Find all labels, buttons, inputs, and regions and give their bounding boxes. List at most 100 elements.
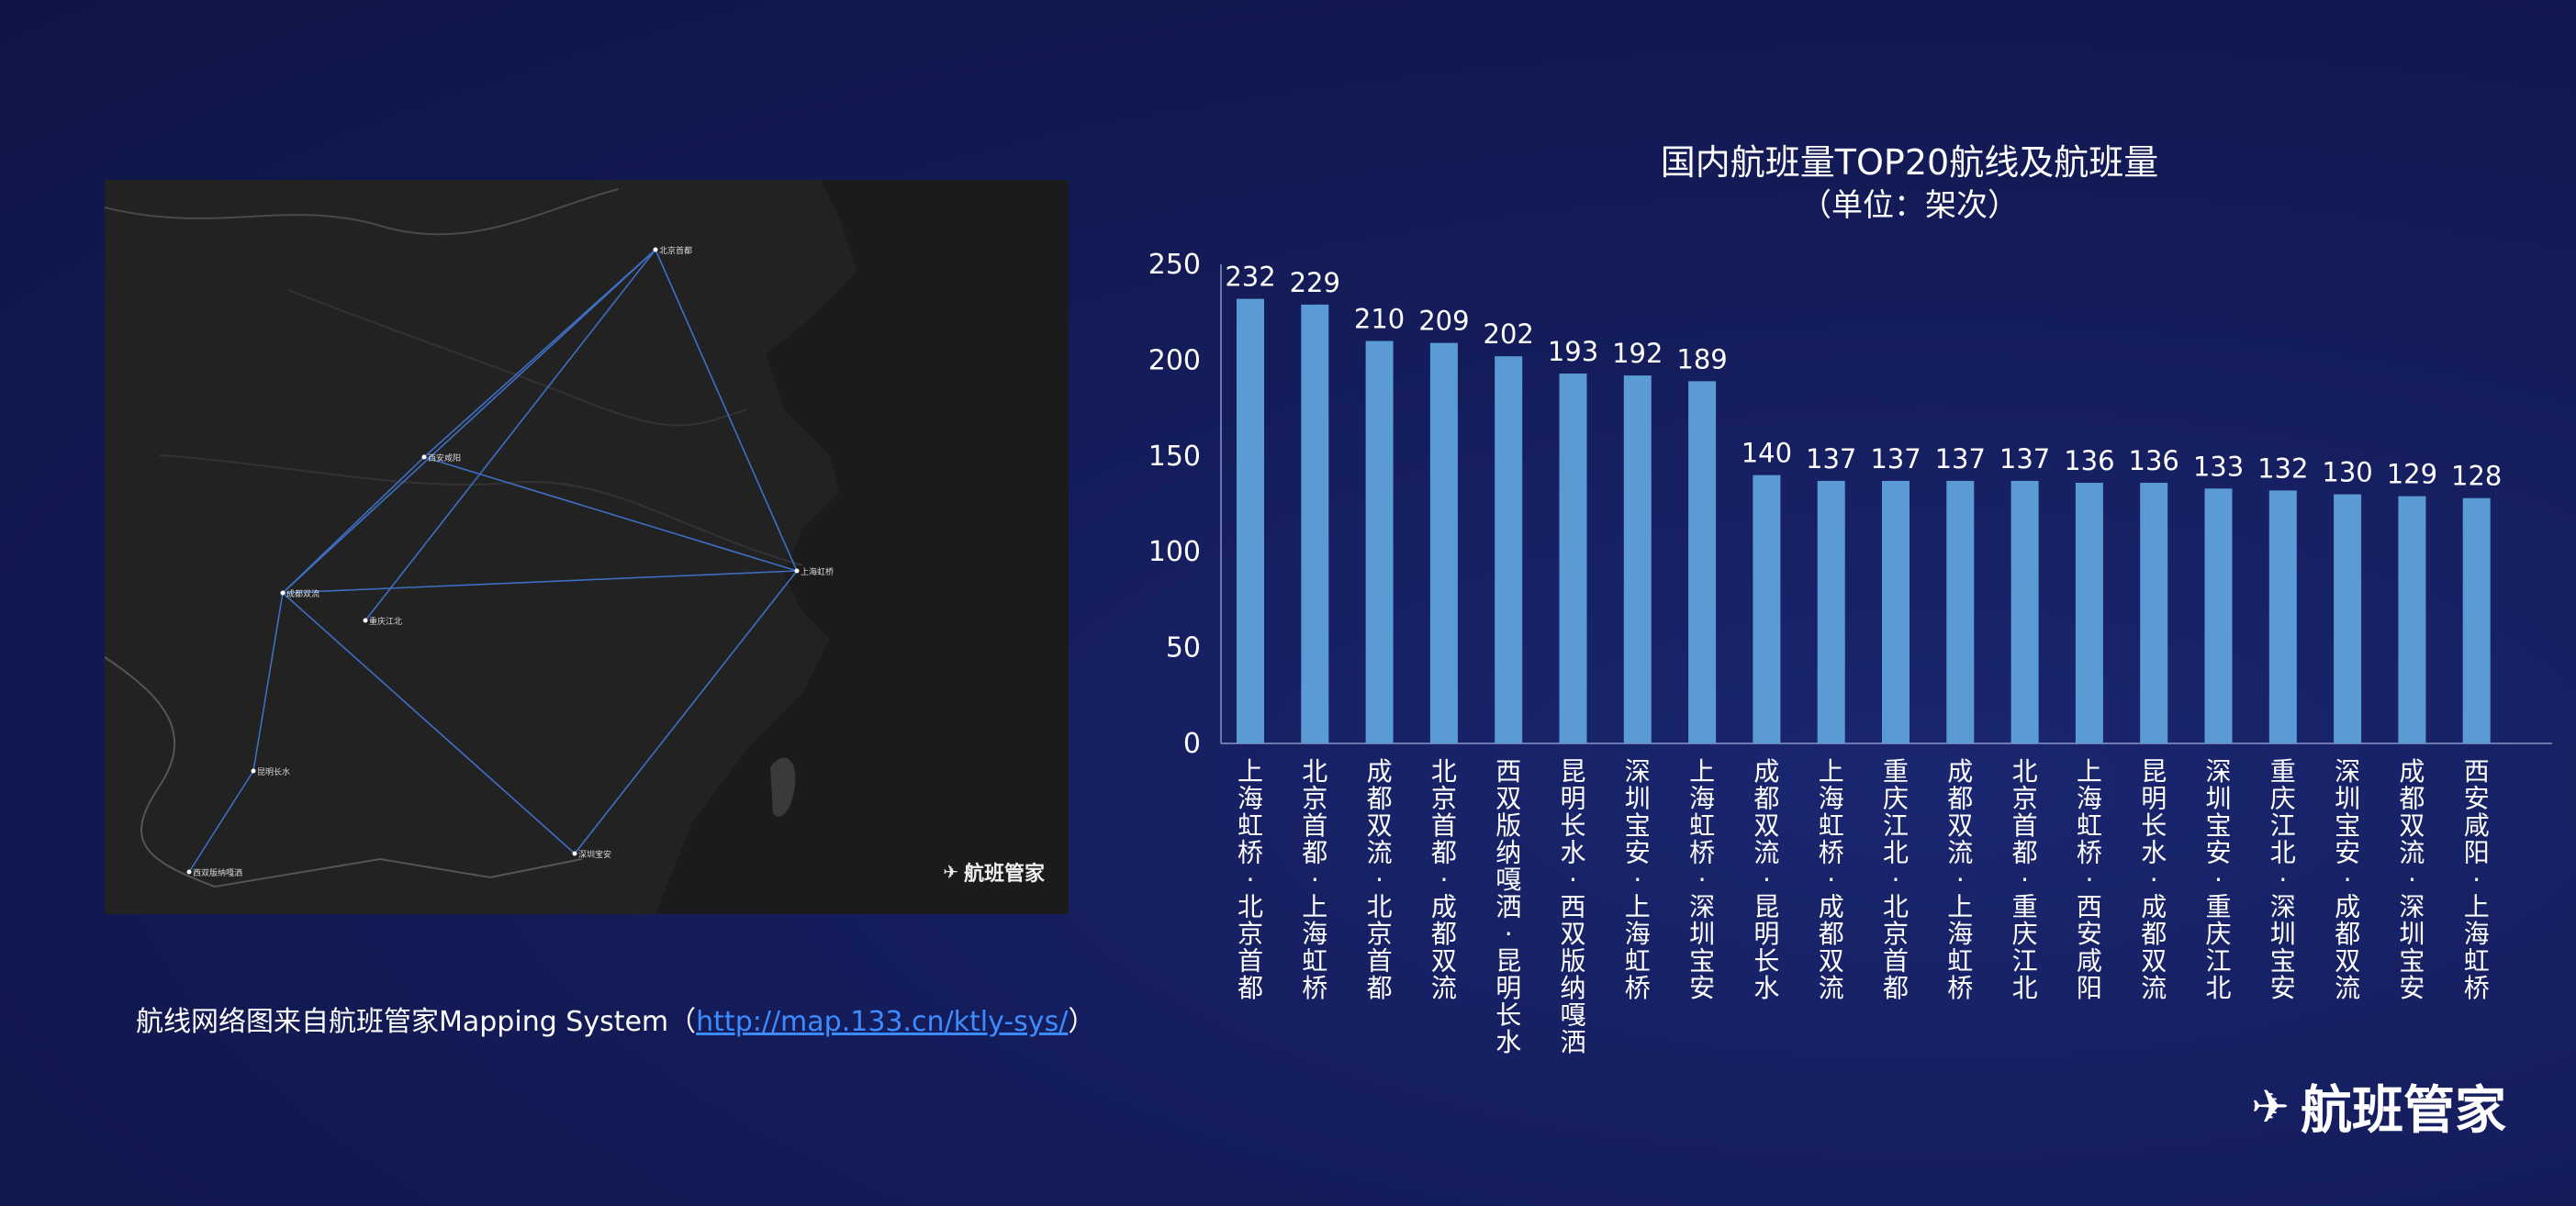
x-tick-label: 北京首都·上海虹桥 — [1302, 756, 1327, 1003]
bar — [1753, 475, 1781, 743]
city-dot — [186, 869, 192, 875]
city-label: 昆明长水 — [257, 766, 290, 777]
city-label: 深圳宝安 — [578, 849, 611, 860]
map-source-caption: 航线网络图来自航班管家Mapping System（http://map.133… — [136, 999, 1095, 1039]
data-label: 209 — [1418, 306, 1469, 337]
brand-logo: ✈ 航班管家 — [2251, 1069, 2506, 1144]
bar — [1946, 480, 1975, 743]
route-line — [364, 249, 656, 621]
plane-logo-icon: ✈ — [943, 861, 958, 883]
x-tick-label: 成都双流·北京首都 — [1367, 756, 1393, 1003]
x-tick-label: 昆明长水·西双版纳嘎洒 — [1560, 756, 1585, 1057]
y-tick-label: 150 — [1148, 441, 1201, 473]
bar — [1495, 356, 1523, 743]
data-label: 192 — [1612, 338, 1663, 369]
route-line — [574, 570, 798, 854]
river-line — [287, 289, 748, 427]
x-tick-label: 重庆江北·北京首都 — [1883, 756, 1909, 1003]
data-label: 132 — [2257, 452, 2308, 484]
bar — [1817, 480, 1845, 743]
y-tick-label: 0 — [1183, 728, 1201, 760]
map-logo-text: 航班管家 — [963, 863, 1045, 886]
route-line — [282, 249, 656, 594]
bar — [2140, 483, 2168, 743]
plane-logo-icon: ✈ — [2251, 1079, 2290, 1133]
data-label: 136 — [2129, 445, 2179, 476]
bar — [1559, 374, 1587, 743]
data-label: 136 — [2064, 445, 2114, 476]
chart-title: 国内航班量TOP20航线及航班量 — [1660, 142, 2159, 183]
route-line — [282, 592, 576, 854]
city-dot — [572, 851, 577, 856]
city-label: 西双版纳嘎洒 — [193, 867, 242, 878]
bar — [2398, 496, 2426, 743]
data-label: 137 — [1999, 443, 2050, 475]
x-tick-label: 西安咸阳·上海虹桥 — [2464, 756, 2490, 1003]
x-tick-label: 西双版纳嘎洒·昆明长水 — [1495, 756, 1521, 1057]
x-tick-label: 深圳宝安·上海虹桥 — [1625, 756, 1651, 1003]
chart-subtitle: （单位：架次） — [1800, 187, 2019, 224]
bar — [2010, 480, 2039, 743]
route-line — [188, 770, 254, 873]
city-dot — [794, 568, 800, 574]
data-label: 137 — [1935, 443, 1986, 475]
data-label: 193 — [1548, 336, 1598, 367]
data-label: 128 — [2451, 461, 2502, 492]
route-network-map: 北京首都 西安咸阳 上海虹桥 成都双流 重庆江北 昆明长水 西双版纳嘎洒 深圳宝安 ✈ 航班管… — [105, 180, 1069, 914]
map-source-link[interactable]: http://map.133.cn/ktly-sys/ — [696, 1006, 1069, 1038]
data-label: 189 — [1676, 343, 1727, 374]
bar — [2334, 494, 2362, 743]
x-tick-label: 重庆江北·深圳宝安 — [2270, 756, 2296, 1003]
sea-area — [655, 180, 1069, 914]
city-dot — [421, 454, 427, 460]
x-tick-label: 成都双流·上海虹桥 — [1947, 756, 1973, 1003]
bar — [1429, 342, 1458, 743]
bar — [2268, 490, 2297, 743]
city-label: 重庆江北 — [369, 616, 402, 627]
x-tick-label: 北京首都·成都双流 — [1431, 756, 1457, 1003]
x-tick-label: 上海虹桥·北京首都 — [1238, 756, 1263, 1003]
data-label: 130 — [2322, 457, 2372, 488]
city-dot — [251, 768, 256, 774]
map-watermark-logo: ✈ 航班管家 — [943, 857, 1045, 887]
x-tick-label: 成都双流·昆明长水 — [1753, 756, 1779, 1003]
x-tick-label: 北京首都·重庆江北 — [2012, 756, 2038, 1003]
x-tick-label: 深圳宝安·重庆江北 — [2205, 756, 2231, 1003]
route-line — [282, 456, 425, 594]
route-line — [655, 249, 798, 572]
bar — [1623, 375, 1652, 743]
border-line — [105, 656, 583, 888]
data-label: 129 — [2387, 459, 2437, 490]
route-line — [252, 592, 284, 772]
taiwan-island — [770, 757, 796, 817]
y-tick-label: 200 — [1148, 344, 1201, 376]
bar — [2075, 483, 2103, 743]
data-label: 202 — [1484, 318, 1534, 350]
route-line — [423, 456, 798, 572]
x-tick-label: 上海虹桥·深圳宝安 — [1689, 756, 1715, 1003]
bar — [2462, 497, 2491, 743]
city-label: 北京首都 — [659, 245, 692, 256]
city-dot — [280, 590, 286, 596]
bar — [1237, 298, 1264, 743]
city-label: 西安咸阳 — [428, 452, 461, 463]
caption-suffix: ） — [1068, 1006, 1096, 1038]
city-label: 上海虹桥 — [801, 566, 834, 577]
caption-prefix: 航线网络图来自航班管家Mapping System（ — [136, 1006, 697, 1038]
bar — [1365, 341, 1394, 743]
data-label: 210 — [1354, 304, 1405, 335]
data-label: 229 — [1290, 267, 1340, 298]
y-tick-label: 250 — [1148, 249, 1201, 281]
city-dot — [363, 618, 368, 623]
brand-logo-text: 航班管家 — [2301, 1081, 2506, 1141]
data-label: 137 — [1806, 443, 1856, 475]
data-label: 137 — [1870, 443, 1921, 475]
y-tick-label: 100 — [1148, 536, 1201, 568]
route-lines — [188, 249, 798, 873]
x-tick-label: 昆明长水·成都双流 — [2141, 756, 2167, 1003]
data-label: 133 — [2193, 451, 2244, 482]
city-dot — [653, 247, 658, 252]
y-tick-label: 50 — [1166, 632, 1201, 664]
